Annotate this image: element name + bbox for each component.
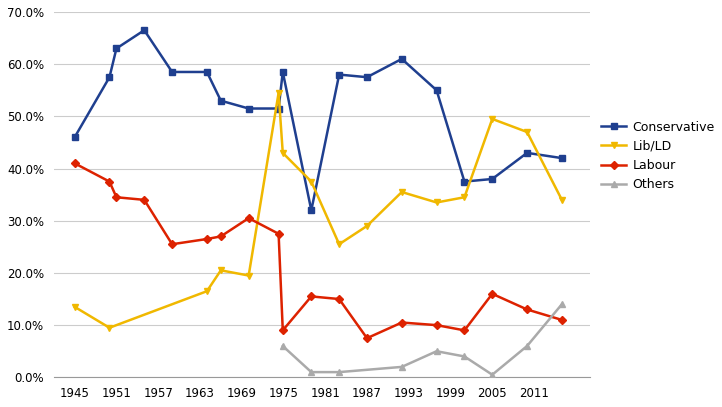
Others (279, 344, 287, 348)
Conservative (105, 75, 114, 80)
Labour (140, 197, 149, 202)
Line: Others: Others (279, 301, 565, 378)
Lib/LD (460, 195, 469, 200)
Lib/LD (244, 273, 253, 278)
Conservative (335, 72, 344, 77)
Conservative (112, 46, 121, 51)
Labour (105, 179, 114, 184)
Others (307, 370, 316, 374)
Labour (307, 294, 316, 299)
Labour (112, 195, 121, 200)
Others (488, 372, 497, 377)
Conservative (168, 70, 176, 74)
Conservative (523, 151, 531, 155)
Conservative (557, 155, 566, 160)
Conservative (460, 179, 469, 184)
Lib/LD (432, 200, 441, 205)
Conservative (362, 75, 371, 80)
Conservative (432, 88, 441, 93)
Lib/LD (70, 304, 79, 309)
Conservative (244, 106, 253, 111)
Labour (335, 297, 344, 302)
Lib/LD (217, 268, 225, 273)
Labour (362, 336, 371, 341)
Others (432, 349, 441, 354)
Labour (279, 328, 287, 333)
Lib/LD (488, 116, 497, 121)
Conservative (274, 106, 283, 111)
Labour (217, 234, 225, 239)
Conservative (70, 135, 79, 140)
Conservative (488, 177, 497, 182)
Lib/LD (362, 223, 371, 228)
Labour (432, 323, 441, 328)
Others (460, 354, 469, 359)
Labour (523, 307, 531, 312)
Others (335, 370, 344, 374)
Conservative (279, 70, 287, 74)
Lib/LD (335, 242, 344, 247)
Labour (274, 231, 283, 236)
Lib/LD (397, 190, 406, 195)
Labour (203, 236, 212, 241)
Others (523, 344, 531, 348)
Lib/LD (279, 151, 287, 155)
Line: Labour: Labour (72, 160, 565, 341)
Legend: Conservative, Lib/LD, Labour, Others: Conservative, Lib/LD, Labour, Others (601, 120, 715, 191)
Others (397, 364, 406, 369)
Labour (488, 291, 497, 296)
Lib/LD (105, 325, 114, 330)
Lib/LD (523, 129, 531, 134)
Lib/LD (274, 90, 283, 95)
Lib/LD (203, 289, 212, 293)
Labour (70, 161, 79, 166)
Line: Conservative: Conservative (71, 27, 565, 214)
Line: Lib/LD: Lib/LD (71, 90, 565, 331)
Lib/LD (307, 179, 316, 184)
Labour (397, 320, 406, 325)
Conservative (217, 98, 225, 103)
Conservative (140, 28, 149, 33)
Lib/LD (557, 197, 566, 202)
Labour (244, 216, 253, 221)
Labour (168, 242, 176, 247)
Conservative (307, 208, 316, 213)
Labour (557, 317, 566, 322)
Conservative (203, 70, 212, 74)
Conservative (397, 57, 406, 61)
Others (557, 302, 566, 307)
Labour (460, 328, 469, 333)
